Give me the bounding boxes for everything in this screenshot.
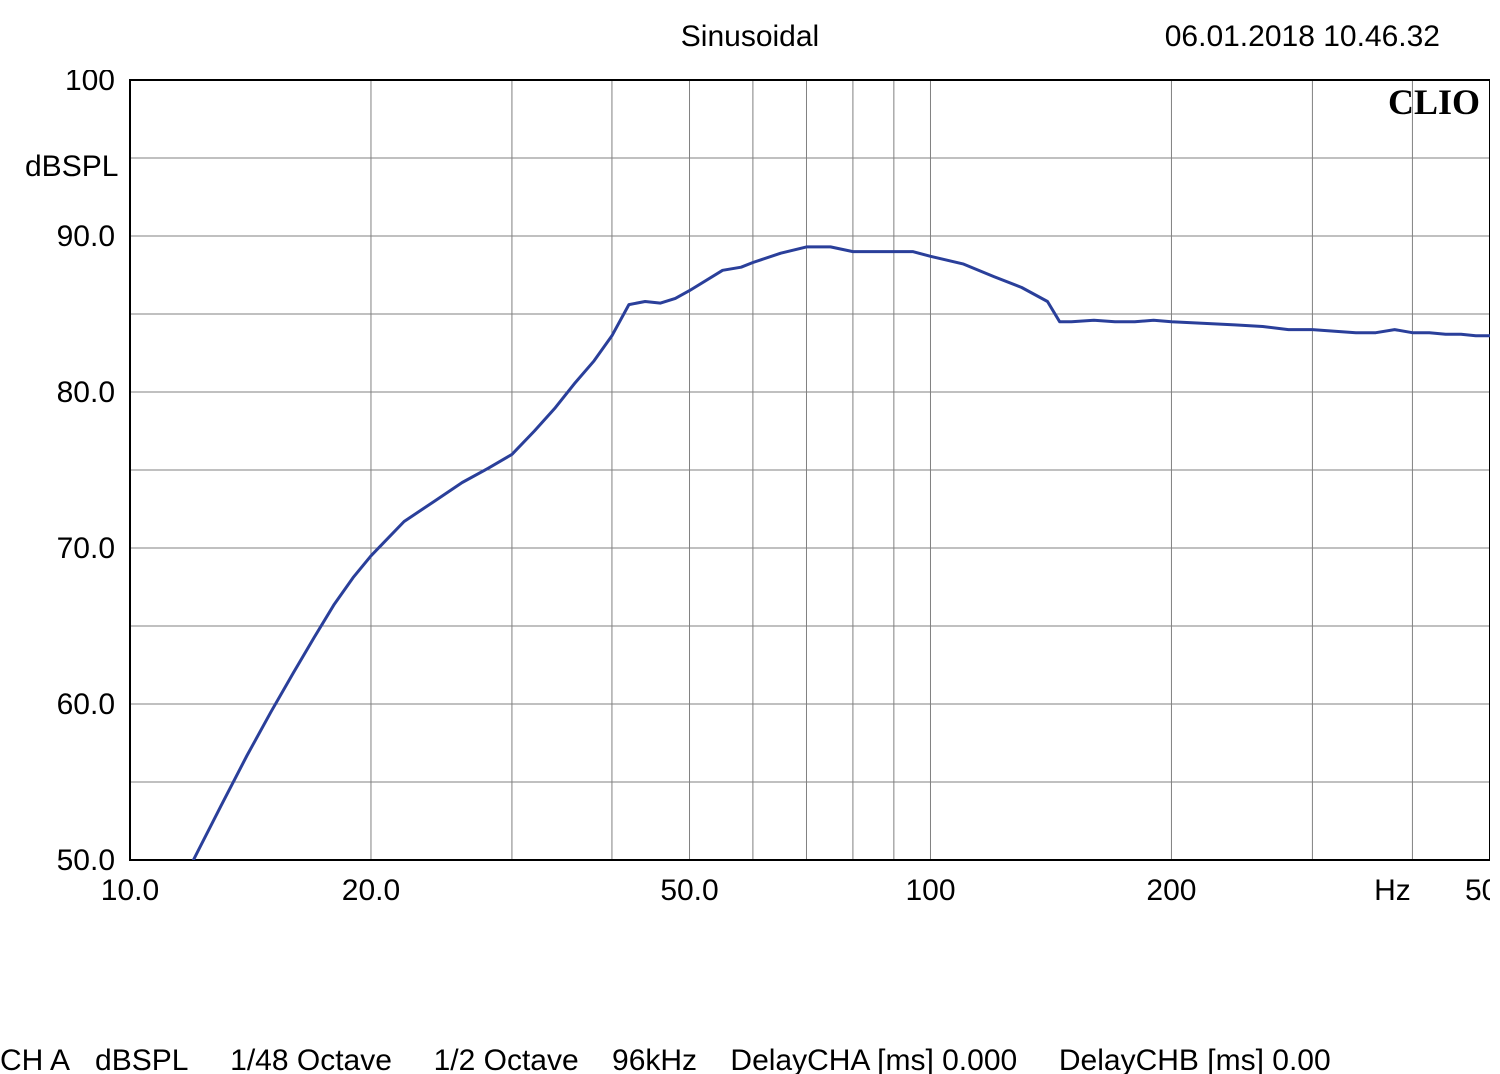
footer-info-line: CH A dBSPL 1/48 Octave 1/2 Octave 96kHz … <box>0 1044 1500 1074</box>
y-tick-label: 60.0 <box>57 688 115 721</box>
plot-area: dBSPL 50.060.070.080.090.010010.020.050.… <box>10 70 1490 940</box>
footer-item: dBSPL <box>95 1044 188 1074</box>
footer-item: DelayCHB [ms] 0.00 <box>1059 1044 1331 1074</box>
y-tick-label: 70.0 <box>57 532 115 565</box>
x-tick-label: 20.0 <box>342 874 400 907</box>
chart-title: Sinusoidal <box>681 20 819 54</box>
chart-timestamp: 06.01.2018 10.46.32 <box>1165 20 1440 54</box>
x-tick-label: 10.0 <box>101 874 159 907</box>
footer-item: DelayCHA [ms] 0.000 <box>730 1044 1017 1074</box>
y-tick-label: 100 <box>65 70 115 97</box>
y-tick-label: 90.0 <box>57 220 115 253</box>
header: Sinusoidal 06.01.2018 10.46.32 <box>0 10 1500 60</box>
x-tick-label: 100 <box>905 874 955 907</box>
x-axis-unit: Hz <box>1374 874 1411 907</box>
x-tick-label: 50.0 <box>660 874 718 907</box>
footer-item: 1/2 Octave <box>434 1044 579 1074</box>
y-tick-label: 80.0 <box>57 376 115 409</box>
footer-item: 96kHz <box>612 1044 697 1074</box>
x-tick-label: 200 <box>1146 874 1196 907</box>
y-tick-label: 50.0 <box>57 844 115 877</box>
footer-item: CH A <box>0 1044 70 1074</box>
frequency-response-chart: 50.0 60.0 70.0 80.0 90.0 100 10.0 20.0 50.0 100 20… <box>10 70 1490 940</box>
x-tick-label: 500 <box>1465 874 1490 907</box>
app-root: Sinusoidal 06.01.2018 10.46.32 dBSPL 50.… <box>0 0 1500 1074</box>
y-axis-label: dBSPL <box>25 150 118 184</box>
watermark: CLIO <box>1388 82 1480 122</box>
footer-item: 1/48 Octave <box>230 1044 392 1074</box>
